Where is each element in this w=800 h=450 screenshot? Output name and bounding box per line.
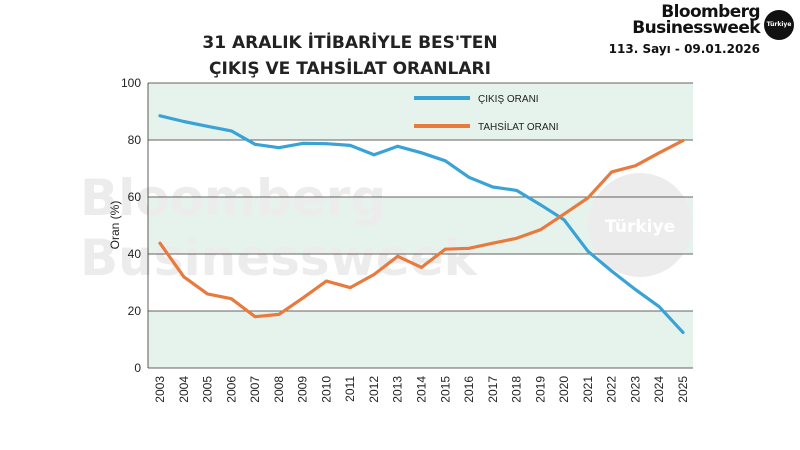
x-tick-label: 2016: [462, 376, 476, 403]
x-tick-label: 2018: [510, 376, 524, 403]
data-point: [253, 315, 257, 319]
x-tick-label: 2008: [272, 376, 286, 403]
y-tick-label: 0: [134, 361, 141, 375]
data-point: [443, 159, 447, 163]
data-point: [348, 144, 352, 147]
data-point: [348, 286, 352, 290]
data-point: [325, 279, 328, 283]
data-point: [301, 296, 305, 300]
watermark-badge-circle: [588, 173, 692, 277]
x-tick-label: 2025: [676, 376, 690, 403]
data-point: [586, 249, 590, 253]
x-tick-label: 2022: [605, 376, 619, 403]
data-point: [491, 185, 495, 189]
x-tick-label: 2003: [153, 376, 167, 403]
x-tick-label: 2024: [652, 376, 666, 403]
watermark-badge: Türkiye: [605, 217, 675, 237]
data-point: [515, 236, 518, 240]
brand-badge: Türkiye: [764, 10, 794, 40]
x-tick-label: 2014: [415, 376, 429, 403]
data-point: [491, 241, 495, 245]
y-tick-label: 20: [128, 304, 142, 318]
data-point: [562, 218, 566, 222]
data-point: [420, 265, 423, 269]
data-point: [277, 146, 281, 150]
chart-title-line2: ÇIKIŞ VE TAHSİLAT ORANLARI: [209, 59, 491, 79]
watermark-line2: Businessweek: [80, 229, 479, 287]
data-point: [634, 288, 637, 292]
data-point: [253, 142, 257, 146]
x-tick-label: 2012: [367, 376, 381, 403]
x-tick-label: 2023: [628, 376, 642, 403]
data-point: [396, 254, 400, 258]
x-tick-label: 2013: [391, 376, 405, 403]
data-point: [681, 330, 685, 334]
x-tick-label: 2017: [486, 376, 500, 403]
x-tick-label: 2020: [557, 376, 571, 403]
data-point: [634, 164, 637, 168]
chart-axes: 0 20 40 60 80 100 2003 2004 2005 2006 2007 2008 2009…: [121, 76, 690, 403]
x-tick-label: 2010: [319, 376, 333, 403]
x-tick-label: 2019: [533, 376, 547, 403]
x-tick-label: 2006: [224, 376, 238, 403]
data-point: [372, 153, 376, 157]
data-point: [420, 151, 423, 155]
data-point: [158, 114, 162, 118]
data-point: [229, 129, 233, 133]
y-tick-label: 40: [128, 247, 142, 261]
chart-band: [148, 311, 693, 368]
brand-logo: Bloomberg Businessweek 113. Sayı - 09.01…: [608, 2, 761, 57]
brand-line2: Businessweek: [632, 18, 760, 38]
watermark-line1: Bloomberg: [80, 169, 386, 227]
data-point: [325, 142, 328, 146]
legend-label: TAHSİLAT ORANI: [478, 120, 559, 133]
data-point: [467, 246, 471, 250]
x-tick-label: 2011: [343, 376, 357, 402]
chart-legend: ÇIKIŞ ORANI TAHSİLAT ORANI: [414, 94, 559, 133]
x-tick-label: 2015: [438, 376, 452, 403]
data-point: [277, 313, 281, 316]
data-point: [301, 142, 305, 145]
y-tick-label: 100: [121, 76, 141, 90]
chart-series: [158, 114, 685, 334]
y-tick-label: 80: [128, 133, 142, 147]
brand-line1: Bloomberg: [661, 2, 760, 22]
chart-title-line1: 31 ARALIK İTİBARİYLE BES'TEN: [202, 33, 498, 53]
data-point: [182, 120, 186, 123]
data-point: [681, 139, 685, 142]
data-point: [158, 241, 162, 245]
issue-date: 113. Sayı - 09.01.2026: [608, 42, 760, 56]
data-point: [396, 144, 400, 148]
x-tick-label: 2009: [296, 376, 310, 403]
x-tick-label: 2004: [177, 376, 191, 403]
data-point: [467, 175, 471, 179]
chart-grid: [148, 82, 693, 369]
data-point: [206, 124, 209, 128]
data-point: [182, 275, 186, 279]
data-point: [562, 212, 566, 216]
data-point: [206, 292, 209, 296]
data-point: [610, 269, 614, 273]
data-point: [538, 228, 542, 232]
data-point: [229, 297, 233, 301]
y-tick-label: 60: [128, 190, 142, 204]
data-point: [443, 247, 447, 251]
x-tick-label: 2007: [248, 376, 262, 403]
y-axis-label: Oran (%): [108, 201, 122, 250]
legend-label: ÇIKIŞ ORANI: [478, 94, 539, 105]
data-point: [372, 273, 376, 276]
data-point: [657, 305, 661, 309]
chart-title: 31 ARALIK İTİBARİYLE BES'TEN ÇIKIŞ VE TA…: [140, 30, 560, 82]
data-point: [610, 170, 614, 174]
watermark: Bloomberg Businessweek Türkiye: [80, 169, 692, 287]
chart-band: [148, 83, 693, 140]
data-point: [538, 203, 542, 207]
x-tick-label: 2021: [581, 376, 595, 403]
data-point: [657, 151, 661, 155]
data-point: [586, 196, 590, 200]
x-tick-label: 2005: [201, 376, 215, 403]
data-point: [515, 189, 518, 192]
